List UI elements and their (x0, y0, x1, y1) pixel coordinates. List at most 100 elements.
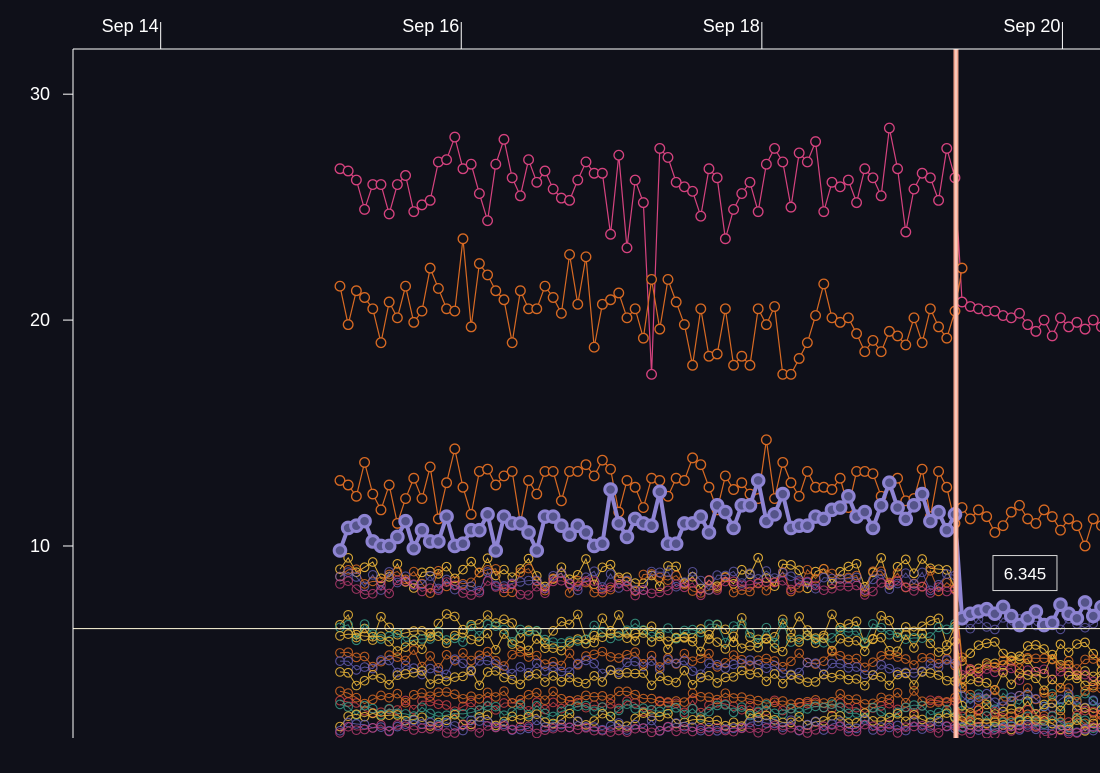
series-data-point[interactable] (572, 174, 584, 186)
series-data-point[interactable] (472, 522, 487, 538)
series-data-point[interactable] (457, 163, 469, 175)
series-data-point[interactable] (916, 167, 928, 179)
series-data-point[interactable] (416, 493, 428, 504)
series-data-point[interactable] (695, 459, 707, 471)
series-data-point[interactable] (900, 339, 912, 351)
series-data-point[interactable] (760, 319, 772, 331)
series-data-point[interactable] (1087, 513, 1099, 525)
series-data-point[interactable] (400, 170, 412, 181)
series-data-point[interactable] (769, 142, 781, 154)
series-data-point[interactable] (465, 321, 477, 333)
series-data-point[interactable] (687, 185, 699, 197)
series-data-point[interactable] (646, 273, 658, 285)
series-data-point[interactable] (457, 481, 469, 493)
series-data-point[interactable] (350, 285, 362, 297)
series-data-point[interactable] (506, 172, 518, 184)
series-data-point[interactable] (572, 465, 584, 477)
series-data-point[interactable] (1028, 604, 1044, 619)
series-data-point[interactable] (1014, 307, 1025, 319)
series-data-point[interactable] (449, 131, 461, 143)
series-data-point[interactable] (555, 307, 567, 319)
series-data-point[interactable] (595, 536, 610, 552)
series-data-point[interactable] (752, 206, 764, 218)
series-data-point[interactable] (701, 525, 717, 540)
series-data-point[interactable] (449, 305, 461, 317)
series-data-point[interactable] (719, 303, 731, 315)
series-data-point[interactable] (662, 151, 674, 163)
series-data-point[interactable] (637, 502, 649, 514)
series-data-point[interactable] (381, 538, 397, 554)
series-data-point[interactable] (545, 509, 561, 524)
series-data-point[interactable] (357, 513, 372, 529)
series-data-point[interactable] (473, 258, 485, 270)
series-data-point[interactable] (826, 312, 838, 324)
series-data-point[interactable] (801, 156, 813, 168)
series-data-point[interactable] (816, 511, 832, 527)
series-data-point[interactable] (654, 142, 666, 154)
series-data-point[interactable] (956, 262, 968, 274)
series-data-point[interactable] (1063, 321, 1075, 333)
series-data-point[interactable] (693, 509, 709, 524)
series-data-point[interactable] (670, 176, 682, 188)
series-data-point[interactable] (441, 154, 453, 166)
series-data-point[interactable] (603, 482, 618, 497)
series-data-point[interactable] (981, 511, 993, 523)
series-data-point[interactable] (851, 197, 863, 209)
series-data-point[interactable] (923, 513, 938, 529)
series-data-point[interactable] (834, 472, 846, 484)
series-data-point[interactable] (383, 479, 395, 491)
series-data-point[interactable] (621, 475, 633, 486)
series-data-point[interactable] (1003, 608, 1019, 624)
series-data-point[interactable] (424, 461, 436, 473)
series-data-point[interactable] (342, 319, 354, 331)
series-data-point[interactable] (898, 511, 914, 527)
series-data-point[interactable] (760, 434, 772, 446)
series-data-point[interactable] (359, 292, 371, 303)
series-data-point[interactable] (941, 142, 953, 154)
series-data-point[interactable] (924, 303, 936, 315)
series-data-point[interactable] (1030, 325, 1042, 337)
series-data-point[interactable] (432, 283, 444, 294)
series-data-point[interactable] (514, 190, 526, 202)
series-data-point[interactable] (939, 522, 955, 538)
series-data-point[interactable] (1022, 513, 1034, 525)
series-data-point[interactable] (719, 233, 731, 245)
series-data-point[interactable] (1014, 499, 1025, 511)
series-data-point[interactable] (728, 203, 740, 215)
series-data-point[interactable] (703, 163, 715, 175)
series-data-point[interactable] (892, 330, 904, 342)
series-data-point[interactable] (750, 473, 766, 488)
series-data-point[interactable] (933, 465, 945, 477)
series-data-point[interactable] (383, 208, 395, 220)
series-data-point[interactable] (588, 341, 600, 353)
series-data-point[interactable] (890, 500, 905, 515)
series-data-point[interactable] (1087, 314, 1099, 326)
series-data-point[interactable] (439, 509, 454, 524)
series-data-point[interactable] (818, 278, 830, 290)
series-data-point[interactable] (334, 280, 346, 292)
series-data-point[interactable] (621, 242, 633, 254)
series-data-point[interactable] (531, 488, 543, 500)
series-data-point[interactable] (406, 540, 422, 556)
series-data-point[interactable] (933, 321, 945, 333)
series-data-point[interactable] (391, 312, 403, 324)
series-data-point[interactable] (775, 486, 791, 502)
series-data-point[interactable] (900, 226, 912, 238)
series-data-point[interactable] (1096, 321, 1100, 333)
series-data-point[interactable] (547, 292, 559, 303)
series-data-point[interactable] (736, 188, 748, 200)
series-data-point[interactable] (564, 249, 576, 261)
series-data-point[interactable] (834, 316, 846, 328)
series-data-point[interactable] (564, 194, 576, 206)
series-data-point[interactable] (367, 488, 379, 500)
series-data-point[interactable] (654, 323, 666, 335)
series-data-point[interactable] (736, 350, 748, 362)
series-data-point[interactable] (752, 303, 764, 315)
series-data-point[interactable] (916, 463, 928, 475)
series-data-point[interactable] (629, 481, 641, 493)
series-data-point[interactable] (1079, 323, 1091, 335)
series-data-point[interactable] (572, 298, 584, 310)
series-data-point[interactable] (408, 316, 420, 328)
series-data-point[interactable] (826, 176, 838, 188)
series-data-point[interactable] (777, 156, 789, 168)
